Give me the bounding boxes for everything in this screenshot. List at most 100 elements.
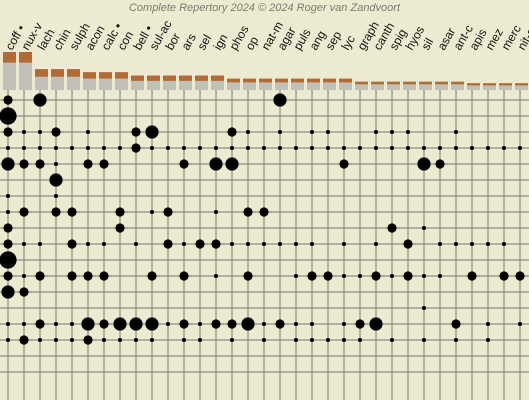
grade-dot-2	[273, 93, 287, 107]
grade-bar-20	[323, 82, 336, 90]
grade-dot-181	[453, 337, 459, 343]
grade-dot-135	[21, 321, 27, 327]
grade-dot-74	[163, 207, 173, 217]
grade-dot-46	[421, 145, 427, 151]
grade-dot-143	[145, 317, 159, 331]
grade-dot-32	[197, 145, 203, 151]
grade-dot-70	[51, 207, 61, 217]
grade-bar-28	[451, 84, 464, 90]
grade-dot-25	[85, 145, 91, 151]
grade-dot-93	[229, 241, 235, 247]
grade-dot-54	[19, 159, 29, 169]
grade-bar-11	[179, 80, 192, 90]
grade-dot-80	[387, 223, 397, 233]
grade-dot-94	[245, 241, 251, 247]
grade-dot-132	[19, 287, 29, 297]
grade-dot-177	[341, 337, 347, 343]
grade-bar-5	[83, 78, 96, 90]
grade-dot-59	[179, 159, 189, 169]
grade-dots	[0, 93, 525, 345]
grade-dot-9	[131, 127, 141, 137]
grade-dot-17	[389, 129, 395, 135]
grade-dot-131	[1, 285, 15, 299]
grade-dot-165	[83, 335, 93, 345]
grade-dot-3	[0, 107, 17, 125]
grade-dot-172	[229, 337, 235, 343]
grade-dot-121	[341, 273, 347, 279]
grade-dot-22	[37, 145, 43, 151]
grade-dot-155	[355, 319, 365, 329]
grade-dot-141	[113, 317, 127, 331]
grade-dot-81	[421, 225, 427, 231]
grade-dot-34	[229, 145, 235, 151]
grade-dot-89	[163, 239, 173, 249]
grade-dot-78	[3, 223, 13, 233]
grade-dot-123	[371, 271, 381, 281]
grade-bar-8	[131, 80, 144, 90]
remedy-label-12[interactable]: sel	[194, 32, 214, 52]
grade-dot-76	[243, 207, 253, 217]
grade-dot-120	[323, 271, 333, 281]
grade-dot-6	[37, 129, 43, 135]
grade-dot-104	[469, 241, 475, 247]
grade-dot-82	[3, 239, 13, 249]
grade-dot-174	[293, 337, 299, 343]
grade-dot-163	[53, 337, 59, 343]
grade-dot-90	[181, 241, 187, 247]
grade-dot-14	[309, 129, 315, 135]
grade-dot-168	[133, 337, 139, 343]
grade-dot-50	[485, 145, 491, 151]
grade-dot-15	[325, 129, 331, 135]
grade-bar-14	[227, 82, 240, 90]
grade-bar-6	[99, 78, 112, 90]
remedy-label-13[interactable]: ign	[210, 32, 230, 53]
grade-dot-127	[437, 273, 443, 279]
grade-dot-58	[99, 159, 109, 169]
grade-dot-73	[149, 209, 155, 215]
grade-dot-107	[0, 251, 17, 269]
grade-dot-43	[373, 145, 379, 151]
grade-dot-124	[389, 273, 395, 279]
grade-bar-27	[435, 84, 448, 90]
grade-dot-158	[485, 321, 491, 327]
grade-bar-12	[195, 80, 208, 90]
grade-dot-40	[325, 145, 331, 151]
grade-dot-18	[405, 129, 411, 135]
grade-bar-10	[163, 80, 176, 90]
grade-bar-3	[51, 76, 64, 90]
grade-dot-178	[357, 337, 363, 343]
grade-dot-95	[261, 241, 267, 247]
grade-dot-29	[149, 145, 155, 151]
grade-dot-63	[417, 157, 431, 171]
grade-dot-110	[35, 271, 45, 281]
grade-dot-12	[245, 129, 251, 135]
grade-dot-180	[421, 337, 427, 343]
grade-dot-153	[309, 321, 315, 327]
grade-bar-13	[211, 80, 224, 90]
grade-dot-61	[225, 157, 239, 171]
grade-dot-151	[275, 319, 285, 329]
grade-bar-21	[339, 82, 352, 90]
grade-dot-38	[293, 145, 299, 151]
grade-dot-103	[453, 241, 459, 247]
grade-dot-159	[517, 321, 523, 327]
grade-dot-4	[3, 127, 13, 137]
grade-dot-175	[309, 337, 315, 343]
grade-dot-11	[227, 127, 237, 137]
grade-dot-100	[373, 241, 379, 247]
grade-bar-18	[291, 82, 304, 90]
grade-dot-171	[197, 337, 203, 343]
grade-dot-41	[341, 145, 347, 151]
grade-dot-84	[37, 241, 43, 247]
grade-dot-36	[261, 145, 267, 151]
remedy-label-21[interactable]: lyc	[338, 33, 357, 53]
remedy-label-15[interactable]: op	[242, 34, 261, 53]
grade-dot-142	[129, 317, 143, 331]
grade-dot-44	[389, 145, 395, 151]
grade-bar-4	[67, 76, 80, 90]
grade-dot-169	[149, 337, 155, 343]
grade-dot-92	[211, 239, 221, 249]
grade-dot-86	[85, 241, 91, 247]
